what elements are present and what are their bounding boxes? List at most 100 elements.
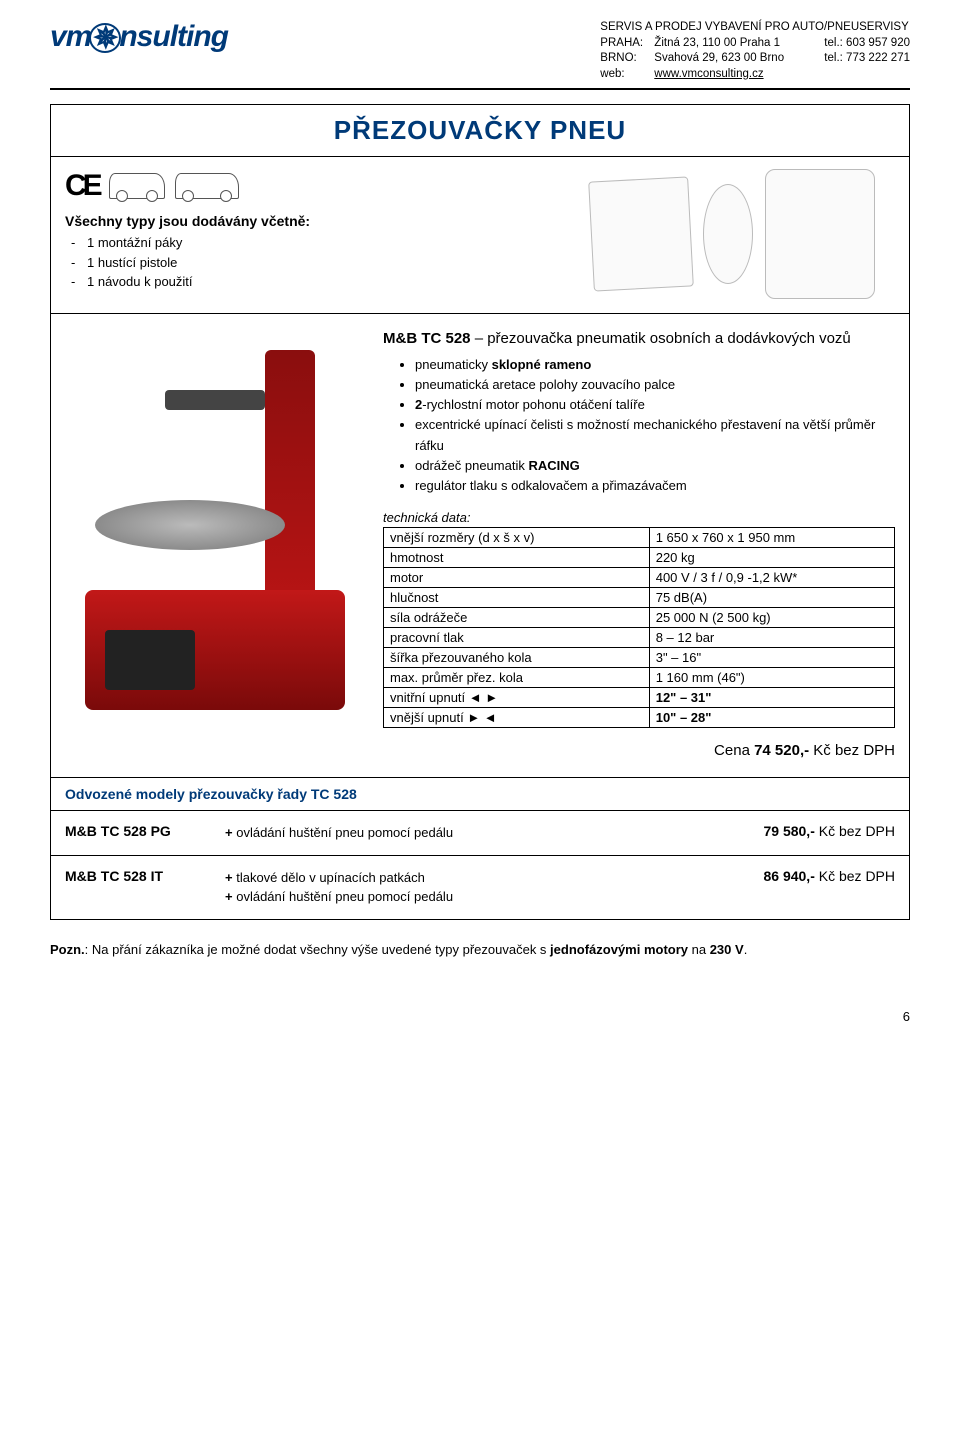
compliance-icons: CE (65, 169, 460, 203)
feature-item: regulátor tlaku s odkalovačem a přimazáv… (415, 476, 895, 496)
feature-item: 2-rychlostní motor pohonu otáčení talíře (415, 395, 895, 415)
price-value: 74 520,- (754, 742, 809, 759)
derived-heading-row: Odvozené modely přezouvačky řady TC 528 (51, 777, 909, 810)
addr2-tel-label: tel.: (824, 51, 843, 67)
gauge-sketch (703, 184, 753, 284)
tagline: SERVIS A PRODEJ VYBAVENÍ PRO AUTO/PNEUSE… (600, 20, 910, 36)
tech-row: hlučnost75 dB(A) (384, 588, 895, 608)
model-description: + tlakové dělo v upínacích patkách+ ovlá… (225, 868, 675, 907)
van-icon (175, 173, 239, 199)
tech-value: 75 dB(A) (649, 588, 894, 608)
tech-value: 12" – 31" (649, 688, 894, 708)
model-price: 86 940,- Kč bez DPH (695, 868, 895, 907)
model-price: 79 580,- Kč bez DPH (695, 823, 895, 843)
tech-key: vnější rozměry (d x š x v) (384, 528, 650, 548)
addr1-label: PRAHA: (600, 36, 654, 52)
tech-row: vnitřní upnutí ◄ ►12" – 31" (384, 688, 895, 708)
intro-sketches (480, 169, 895, 299)
addr2-label: BRNO: (600, 51, 654, 67)
price-prefix: Cena (714, 742, 754, 759)
addr1-value: Žitná 23, 110 00 Praha 1 (654, 36, 824, 52)
technical-data-table: vnější rozměry (d x š x v)1 650 x 760 x … (383, 527, 895, 728)
tech-value: 1 160 mm (46") (649, 668, 894, 688)
page-number: 6 (50, 1009, 910, 1024)
derived-heading: Odvozené modely přezouvačky řady TC 528 (65, 786, 357, 802)
tech-row: síla odrážeče25 000 N (2 500 kg) (384, 608, 895, 628)
tech-value: 10" – 28" (649, 708, 894, 728)
intro-cell: CE Všechny typy jsou dodávány včetně: 1 … (51, 157, 909, 314)
tech-value: 3" – 16" (649, 648, 894, 668)
title-cell: PŘEZOUVAČKY PNEU (51, 105, 909, 157)
product-info: M&B TC 528 – přezouvačka pneumatik osobn… (383, 330, 895, 759)
tech-key: síla odrážeče (384, 608, 650, 628)
technical-data-label: technická data: (383, 510, 895, 525)
addr2-value: Svahová 29, 623 00 Brno (654, 51, 824, 67)
feature-item: excentrické upínací čelisti s možností m… (415, 415, 895, 455)
note-pre: : Na přání zákazníka je možné dodat všec… (85, 942, 550, 957)
feature-list: pneumaticky sklopné ramenopneumatická ar… (383, 355, 895, 496)
tech-value: 400 V / 3 f / 0,9 -1,2 kW* (649, 568, 894, 588)
main-content-box: PŘEZOUVAČKY PNEU CE Všechny typy jsou do… (50, 104, 910, 919)
company-logo: vm✵nsulting (50, 20, 228, 54)
feature-item: pneumatická aretace polohy zouvacího pal… (415, 375, 895, 395)
price-line: Cena 74 520,- Kč bez DPH (383, 742, 895, 759)
intro-item: 1 návodu k použití (83, 272, 460, 292)
tech-value: 1 650 x 760 x 1 950 mm (649, 528, 894, 548)
tech-value: 25 000 N (2 500 kg) (649, 608, 894, 628)
tire-changer-illustration (85, 350, 345, 710)
tech-value: 220 kg (649, 548, 894, 568)
steering-wheel-icon: ✵ (89, 23, 121, 53)
tech-row: motor400 V / 3 f / 0,9 -1,2 kW* (384, 568, 895, 588)
tech-key: motor (384, 568, 650, 588)
feature-item: pneumaticky sklopné rameno (415, 355, 895, 375)
product-code: M&B TC 528 (383, 330, 471, 347)
web-label: web: (600, 67, 654, 83)
note-post: . (744, 942, 748, 957)
intro-list: 1 montážní páky 1 hustící pistole 1 návo… (65, 233, 460, 292)
note-bold1: jednofázovými motory (550, 942, 688, 957)
model-name: M&B TC 528 IT (65, 868, 205, 907)
tech-row: pracovní tlak8 – 12 bar (384, 628, 895, 648)
tech-value: 8 – 12 bar (649, 628, 894, 648)
product-cell: M&B TC 528 – přezouvačka pneumatik osobn… (51, 314, 909, 777)
price-suffix: Kč bez DPH (809, 742, 895, 759)
derived-model-row: M&B TC 528 PG + ovládání huštění pneu pom… (51, 810, 909, 855)
tech-key: hmotnost (384, 548, 650, 568)
addr1-tel-label: tel.: (824, 36, 843, 52)
intro-left: CE Všechny typy jsou dodávány včetně: 1 … (65, 169, 460, 299)
tech-key: hlučnost (384, 588, 650, 608)
page-title: PŘEZOUVAČKY PNEU (61, 115, 899, 146)
tech-key: šířka přezouvaného kola (384, 648, 650, 668)
accessory-sketch (765, 169, 875, 299)
ce-mark-icon: CE (65, 169, 99, 203)
tech-row: vnější rozměry (d x š x v)1 650 x 760 x … (384, 528, 895, 548)
addr1-tel: 603 957 920 (846, 36, 910, 52)
tech-key: vnitřní upnutí ◄ ► (384, 688, 650, 708)
tech-row: vnější upnutí ► ◄10" – 28" (384, 708, 895, 728)
product-desc: – přezouvačka pneumatik osobních a dodáv… (471, 330, 851, 347)
model-name: M&B TC 528 PG (65, 823, 205, 843)
tech-key: vnější upnutí ► ◄ (384, 708, 650, 728)
tech-row: šířka přezouvaného kola3" – 16" (384, 648, 895, 668)
intro-item: 1 montážní páky (83, 233, 460, 253)
web-value: www.vmconsulting.cz (654, 67, 763, 83)
tech-key: pracovní tlak (384, 628, 650, 648)
model-description: + ovládání huštění pneu pomocí pedálu (225, 823, 675, 843)
intro-heading: Všechny typy jsou dodávány včetně: (65, 213, 460, 229)
contact-block: SERVIS A PRODEJ VYBAVENÍ PRO AUTO/PNEUSE… (600, 20, 910, 82)
tech-key: max. průměr přez. kola (384, 668, 650, 688)
logo-text-pre: vm (50, 20, 91, 53)
intro-item: 1 hustící pistole (83, 253, 460, 273)
note-mid: na (688, 942, 710, 957)
tech-row: max. průměr přez. kola1 160 mm (46") (384, 668, 895, 688)
mounting-lever-sketch (588, 177, 694, 292)
page-header: vm✵nsulting SERVIS A PRODEJ VYBAVENÍ PRO… (50, 20, 910, 90)
note-label: Pozn. (50, 942, 85, 957)
product-image (65, 330, 365, 730)
addr2-tel: 773 222 271 (846, 51, 910, 67)
logo-text-post: nsulting (119, 20, 228, 53)
note-bold2: 230 V (710, 942, 744, 957)
derived-model-row: M&B TC 528 IT + tlakové dělo v upínacích … (51, 855, 909, 919)
feature-item: odrážeč pneumatik RACING (415, 456, 895, 476)
car-icon (109, 173, 165, 199)
